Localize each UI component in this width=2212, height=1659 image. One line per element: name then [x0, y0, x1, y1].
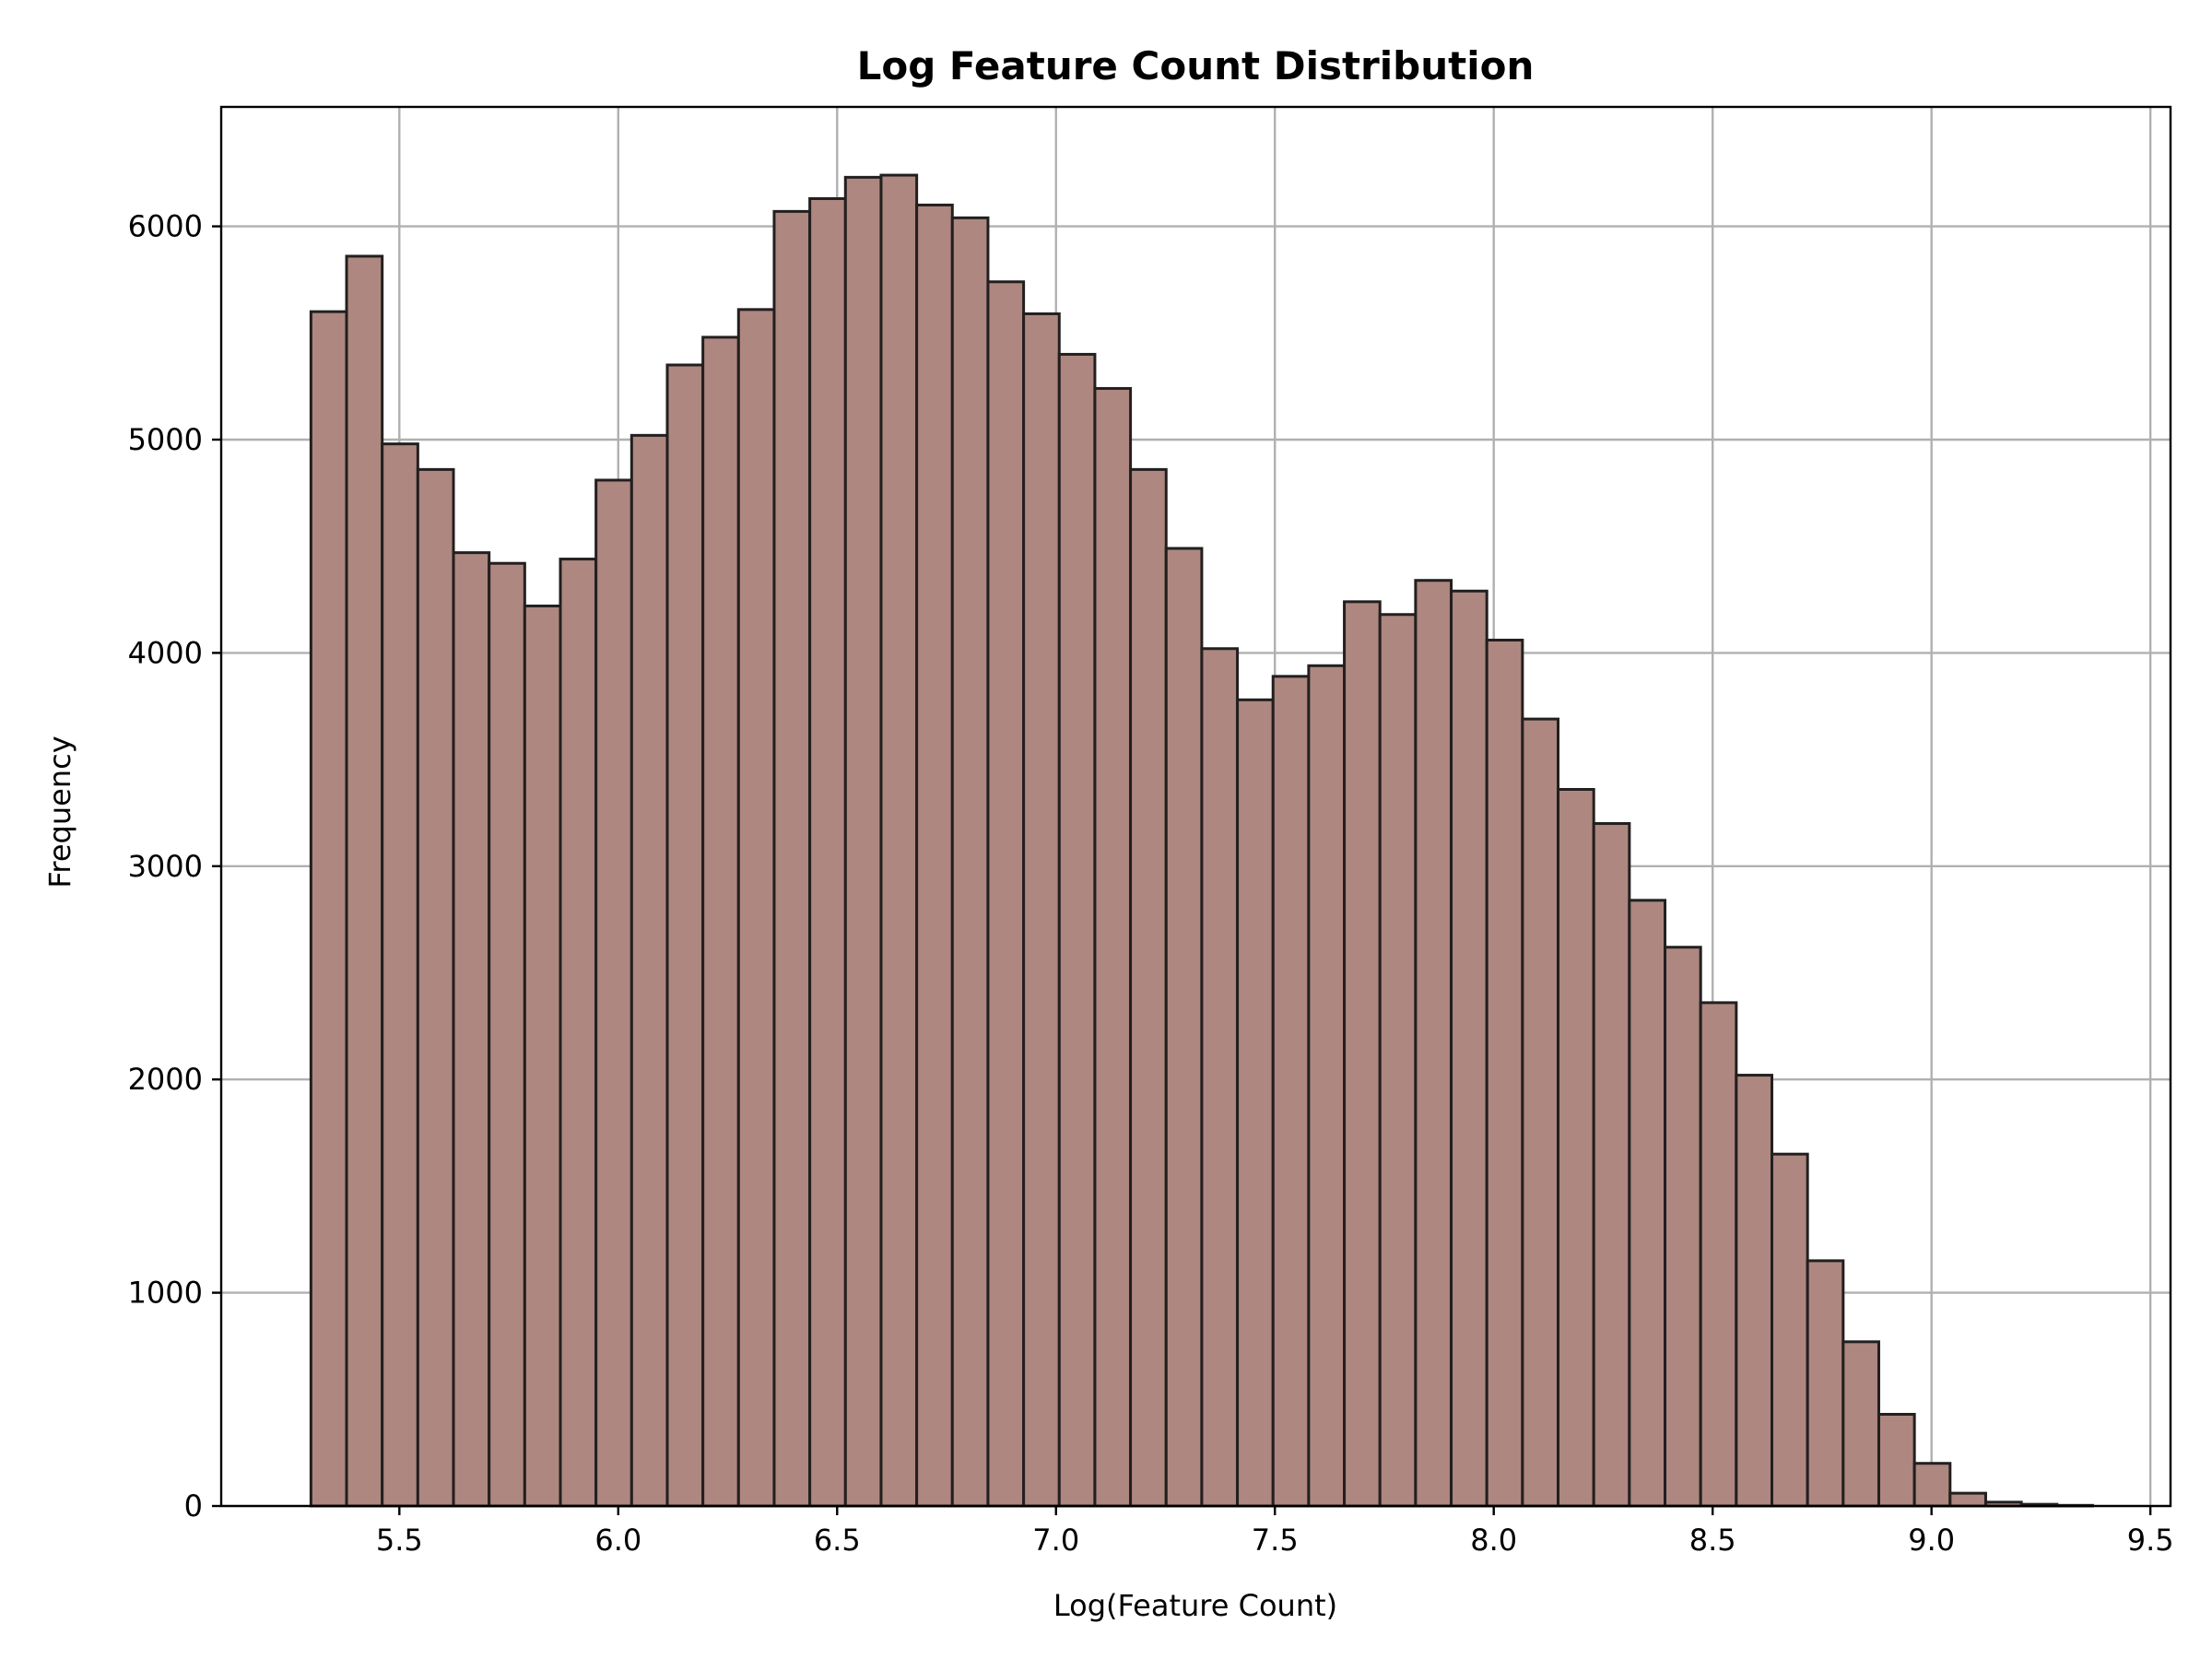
histogram-bar — [808, 197, 847, 1508]
histogram-bar — [345, 254, 384, 1508]
histogram-bar — [523, 604, 562, 1508]
x-tick-label: 7.0 — [1032, 1523, 1079, 1558]
histogram-bar — [1877, 1412, 1916, 1508]
histogram-bar — [1948, 1491, 1987, 1508]
bar-layer — [309, 173, 2094, 1508]
histogram-bar — [665, 363, 705, 1508]
chart-title: Log Feature Count Distribution — [857, 43, 1535, 88]
histogram-bar — [1343, 600, 1382, 1508]
histogram-bar — [1806, 1259, 1845, 1508]
histogram-bar — [1699, 1001, 1738, 1508]
histogram-bar — [416, 467, 455, 1508]
histogram-bar — [1414, 579, 1453, 1508]
histogram-bar — [1057, 352, 1097, 1508]
histogram-bar — [1200, 647, 1240, 1508]
histogram-bar — [1129, 467, 1168, 1508]
x-tick-label: 8.5 — [1689, 1523, 1736, 1558]
histogram-bar — [915, 203, 954, 1508]
histogram-bar — [559, 558, 598, 1508]
histogram-bar — [1521, 717, 1560, 1508]
histogram-bar — [772, 209, 812, 1508]
x-tick-label: 5.5 — [376, 1523, 423, 1558]
histogram-bar — [629, 433, 669, 1508]
histogram-bar — [1271, 675, 1311, 1508]
histogram-bar — [452, 551, 491, 1508]
y-axis-label: Frequency — [42, 735, 77, 888]
y-tick-label: 6000 — [128, 209, 203, 244]
tick-layer: 5.5 6.0 6.5 7.0 7.5 8.0 8.5 9.0 9.5 0 1000 2000 3000… — [128, 209, 2174, 1558]
histogram-bar — [1628, 899, 1667, 1508]
histogram-bar — [843, 175, 883, 1508]
histogram-bar — [986, 280, 1026, 1508]
histogram-bar — [950, 216, 990, 1508]
y-tick-label: 0 — [184, 1488, 203, 1524]
histogram-bar — [1164, 547, 1204, 1508]
histogram-bar — [1450, 589, 1488, 1508]
x-tick-label: 6.5 — [814, 1523, 861, 1558]
x-axis-label: Log(Feature Count) — [1053, 1588, 1337, 1623]
histogram-bar — [1592, 822, 1631, 1508]
histogram-bar — [1771, 1152, 1809, 1508]
histogram-bar — [381, 442, 419, 1508]
histogram-bar — [1307, 664, 1347, 1508]
histogram-bar — [1557, 787, 1595, 1508]
histogram-bar — [1735, 1074, 1774, 1508]
x-tick-label: 6.0 — [594, 1523, 641, 1558]
histogram-bar — [488, 561, 526, 1508]
histogram-bar — [736, 308, 776, 1508]
x-tick-label: 9.0 — [1908, 1523, 1955, 1558]
histogram-bar — [1093, 386, 1133, 1508]
y-tick-label: 2000 — [128, 1062, 203, 1097]
x-tick-label: 9.5 — [2127, 1523, 2174, 1558]
y-tick-label: 5000 — [128, 422, 203, 457]
histogram-bar — [1022, 312, 1061, 1508]
histogram-bar — [1664, 946, 1702, 1508]
histogram-bar — [879, 173, 919, 1508]
histogram-bar — [309, 310, 348, 1508]
histogram-bar — [701, 335, 740, 1508]
y-tick-label: 1000 — [128, 1276, 203, 1311]
x-tick-label: 8.0 — [1470, 1523, 1517, 1558]
y-tick-label: 3000 — [128, 849, 203, 884]
histogram-bar — [1485, 639, 1524, 1508]
histogram-bar — [1236, 698, 1275, 1508]
histogram-bar — [1912, 1462, 1952, 1508]
histogram-bar — [1378, 613, 1418, 1508]
plot-frame — [219, 105, 2172, 1508]
histogram-bar — [1841, 1340, 1880, 1508]
x-tick-label: 7.5 — [1252, 1523, 1299, 1558]
histogram-bar — [594, 478, 633, 1508]
y-tick-label: 4000 — [128, 635, 203, 670]
